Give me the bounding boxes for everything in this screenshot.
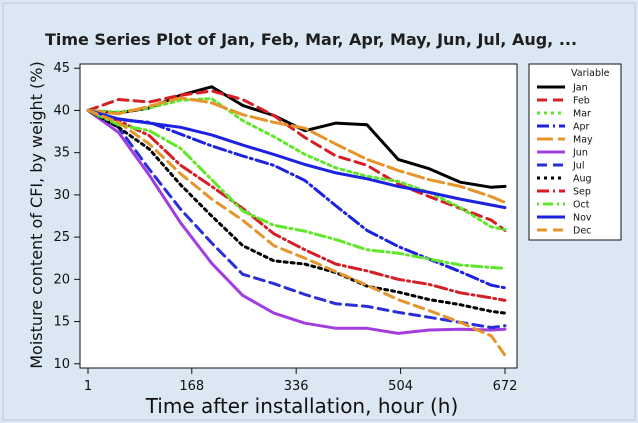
ticks-layer: 1 168 336 504 672 10 15 20 25 30 35 40 45 [53,61,517,394]
series-line-jul [86,108,507,329]
y-tick-label: 45 [53,61,70,76]
legend-label-nov: Nov [573,213,592,224]
series-line-apr [86,108,507,290]
x-tick-label: 1 [84,379,92,394]
legend-label-jun: Jun [572,148,588,159]
x-tick-label: 504 [388,379,413,394]
legend-label-jul: Jul [572,161,584,172]
series-line-dec [86,108,507,357]
x-tick-label: 672 [493,379,518,394]
legend-label-may: May [573,135,593,146]
series-line-feb [86,89,507,232]
y-tick-label: 40 [53,103,70,118]
legend-title: Variable [571,68,610,79]
y-tick-label: 25 [53,230,70,245]
legend-label-feb: Feb [573,96,590,107]
legend-label-apr: Apr [573,122,590,133]
series-line-sep [86,108,507,302]
series-line-nov [86,108,507,210]
series-layer [86,85,507,357]
series-line-oct [86,108,507,270]
legend-label-mar: Mar [573,109,591,120]
legend-label-dec: Dec [573,226,591,237]
legend-layer: Jan Feb Mar Apr May Jun Jul Aug Sep Oct Nov Dec [537,83,593,237]
y-tick-label: 30 [53,188,70,203]
legend-label-aug: Aug [573,174,592,185]
series-line-jun [86,108,507,335]
legend-label-sep: Sep [573,187,591,198]
y-axis-label: Moisture content of CFI, by weight (%) [27,61,46,369]
series-line-mar [86,97,507,231]
series-line-may [86,96,507,204]
legend-label-oct: Oct [573,200,590,211]
x-tick-label: 336 [284,379,309,394]
chart-title: Time Series Plot of Jan, Feb, Mar, Apr, … [45,30,577,49]
x-tick-label: 168 [179,379,204,394]
y-tick-label: 15 [53,315,70,330]
legend-label-jan: Jan [572,83,588,94]
y-tick-label: 35 [53,146,70,161]
series-line-aug [86,108,507,315]
x-axis-label: Time after installation, hour (h) [145,394,459,418]
y-tick-label: 20 [53,272,70,287]
y-tick-label: 10 [53,357,70,372]
